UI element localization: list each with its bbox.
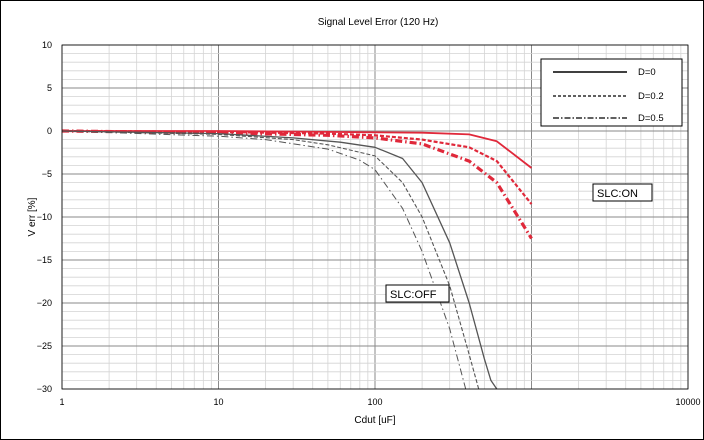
annotation-slc-on: SLC:ON [592, 183, 653, 202]
annotation-slc-off: SLC:OFF [385, 284, 450, 303]
annotation-slc-off-box [385, 284, 450, 303]
y-tick-label: 0 [47, 126, 52, 136]
series-line-slc-on-dashdot [61, 129, 533, 240]
y-tick-label: 5 [47, 83, 52, 93]
chart-title: Signal Level Error (120 Hz) [318, 17, 439, 28]
x-axis-label: Cdut [uF] [354, 415, 395, 426]
y-tick-label: −15 [37, 255, 52, 265]
series-line-slc-on-dashed [61, 129, 533, 205]
series-line-slc-on-solid [62, 130, 533, 169]
y-tick-label: −5 [42, 169, 52, 179]
annotation-slc-off-text: SLC:OFF [390, 289, 437, 301]
legend-label-d02: D=0.2 [638, 91, 664, 102]
x-tick-label: 1 [59, 397, 64, 407]
x-tick-label: 10000 [675, 397, 700, 407]
tick-labels: 10 5 0 −5 −10 −15 −20 −25 −30 1 10 100 10000 [37, 40, 701, 407]
y-tick-label: 10 [42, 40, 52, 50]
y-tick-label: −20 [37, 298, 52, 308]
x-tick-label: 100 [367, 397, 382, 407]
legend: D=0 D=0.2 D=0.5 [540, 58, 683, 127]
y-tick-label: −10 [37, 212, 52, 222]
y-tick-label: −30 [37, 384, 52, 394]
series-line-slc-off-solid [61, 130, 498, 390]
annotation-slc-on-box [592, 183, 653, 202]
series-line-slc-off-dashed [61, 130, 480, 390]
annotation-slc-on-text: SLC:ON [597, 188, 638, 200]
legend-label-d05: D=0.5 [638, 113, 664, 124]
legend-label-d0: D=0 [638, 67, 656, 78]
y-tick-label: −25 [37, 341, 52, 351]
legend-box [540, 58, 683, 127]
x-tick-label: 10 [213, 397, 223, 407]
grid [61, 44, 689, 390]
y-axis-label: V err [%] [27, 197, 38, 236]
plot-area [61, 44, 689, 390]
